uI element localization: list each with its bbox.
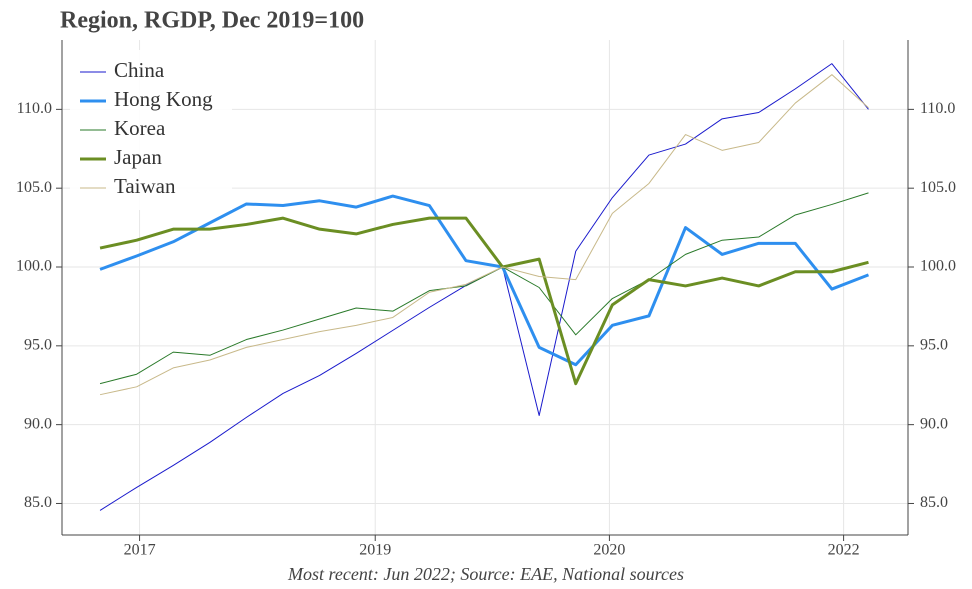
footnote: Most recent: Jun 2022; Source: EAE, Nati… — [287, 564, 684, 584]
y2-tick-label: 90.0 — [920, 415, 948, 432]
y-tick-label: 90.0 — [24, 415, 52, 432]
legend-label: Hong Kong — [114, 87, 213, 111]
series-line — [99, 194, 870, 367]
y2-tick-label: 100.0 — [920, 258, 956, 275]
y-tick-label: 95.0 — [24, 336, 52, 353]
series-line — [99, 74, 869, 396]
y-tick-label: 110.0 — [17, 100, 52, 117]
y2-tick-label: 105.0 — [920, 179, 956, 196]
y-tick-label: 100.0 — [16, 258, 52, 275]
series-line — [99, 192, 869, 385]
x-tick-label: 2022 — [828, 542, 860, 559]
legend-label: Korea — [114, 116, 166, 140]
y2-tick-label: 85.0 — [920, 494, 948, 511]
legend-label: Japan — [114, 145, 162, 169]
x-tick-label: 2020 — [593, 542, 625, 559]
y2-tick-label: 95.0 — [920, 336, 948, 353]
chart-title: Region, RGDP, Dec 2019=100 — [60, 8, 364, 34]
y2-tick-label: 110.0 — [920, 100, 955, 117]
x-tick-label: 2019 — [359, 542, 391, 559]
y-tick-label: 85.0 — [24, 494, 52, 511]
x-tick-label: 2017 — [124, 542, 156, 559]
legend-label: Taiwan — [114, 174, 176, 198]
legend-label: China — [114, 58, 165, 82]
y-tick-label: 105.0 — [16, 179, 52, 196]
series-line — [99, 216, 869, 386]
